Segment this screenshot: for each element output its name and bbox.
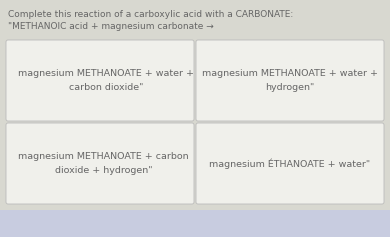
FancyBboxPatch shape	[6, 40, 194, 121]
Text: magnesium METHANOATE + water +
carbon dioxide": magnesium METHANOATE + water + carbon di…	[18, 69, 194, 91]
Text: "METHANOIC acid + magnesium carbonate →: "METHANOIC acid + magnesium carbonate →	[8, 22, 214, 31]
Text: magnesium METHANOATE + water +
hydrogen": magnesium METHANOATE + water + hydrogen"	[202, 69, 378, 91]
Text: magnesium ÉTHANOATE + water": magnesium ÉTHANOATE + water"	[209, 158, 370, 169]
Text: magnesium METHANOATE + carbon
dioxide + hydrogen": magnesium METHANOATE + carbon dioxide + …	[18, 152, 189, 175]
Text: Complete this reaction of a carboxylic acid with a CARBONATE:: Complete this reaction of a carboxylic a…	[8, 10, 293, 19]
Bar	[0, 210, 390, 237]
FancyBboxPatch shape	[196, 123, 384, 204]
FancyBboxPatch shape	[6, 123, 194, 204]
FancyBboxPatch shape	[196, 40, 384, 121]
